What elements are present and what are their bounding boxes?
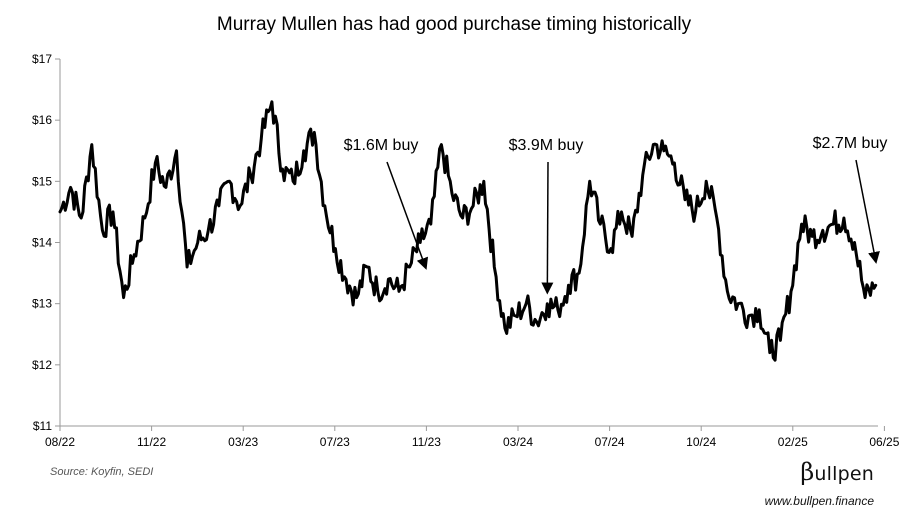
x-tick-label: 03/23 [228, 435, 258, 449]
axes [59, 59, 878, 427]
y-tick-label: $16 [32, 113, 52, 127]
brand-logo: βullpen [800, 458, 874, 486]
x-tick-label: 07/24 [595, 435, 625, 449]
website-url: www.bullpen.finance [764, 494, 874, 508]
x-tick-label: 11/23 [412, 435, 441, 449]
x-tick-label: 02/25 [778, 435, 808, 449]
brand-logo-symbol: β [800, 458, 815, 486]
annotation-label: $2.7M buy [813, 135, 888, 152]
x-tick-label: 10/24 [686, 435, 716, 449]
price-line [58, 100, 878, 362]
y-tick-label: $11 [33, 419, 52, 433]
x-tick-label: 03/24 [503, 435, 533, 449]
x-tick-label: 07/23 [320, 435, 350, 449]
source-note: Source: Koyfin, SEDI [50, 466, 154, 478]
brand-logo-text: ullpen [814, 463, 874, 485]
y-tick-label: $12 [32, 358, 52, 372]
annotation-label: $3.9M buy [509, 137, 584, 154]
annotation-arrow [541, 161, 554, 295]
y-tick-label: $13 [32, 297, 52, 311]
x-tick-label: 08/22 [45, 435, 75, 449]
chart-title: Murray Mullen has had good purchase timi… [216, 14, 692, 35]
annotations: $1.6M buy $3.9M buy $2.7M buy [344, 135, 888, 295]
x-tick-label: 11/22 [137, 435, 166, 449]
y-axis-ticks: $11 $12 $13 $14 $15 $16 $17 [32, 52, 60, 433]
x-axis-ticks: 08/22 11/22 03/23 07/23 11/23 03/24 07/24 10/24… [45, 426, 900, 449]
y-tick-label: $14 [32, 236, 52, 250]
annotation-arrow [386, 161, 429, 270]
y-tick-label: $15 [32, 174, 52, 188]
price-series [58, 100, 878, 362]
y-tick-label: $17 [32, 52, 52, 66]
annotation-arrow [855, 159, 880, 264]
x-tick-label: 06/25 [869, 435, 899, 449]
annotation-label: $1.6M buy [344, 137, 419, 154]
